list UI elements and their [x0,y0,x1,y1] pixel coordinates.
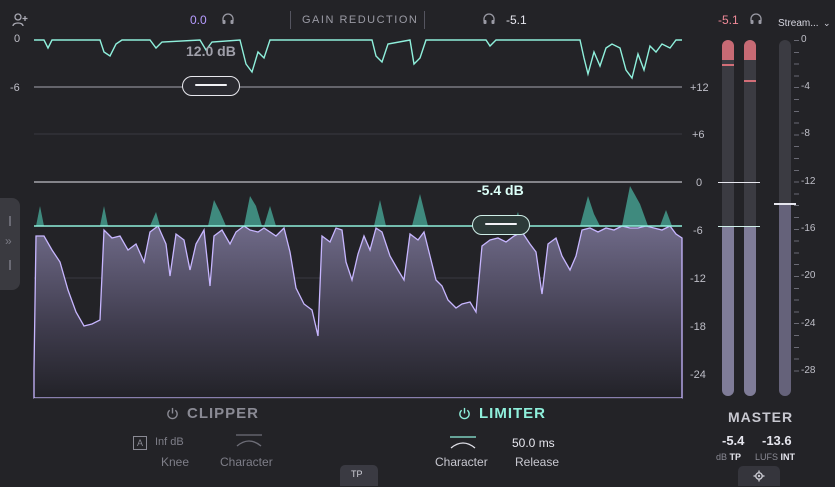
peak-hold [744,80,756,82]
meter-right-peak [744,40,756,60]
tp-button[interactable]: TP [340,465,378,486]
knee-value[interactable]: Inf dB [155,436,184,448]
master-scale-label: -12 [801,176,816,187]
headphones-icon[interactable] [749,12,763,31]
limiter-title: LIMITER [479,405,546,422]
right-scale-label: -24 [690,369,706,381]
release-label: Release [515,455,560,469]
lufs-unit: LUFS [755,452,779,462]
gear-icon [753,469,765,487]
tp-button-label: TP [351,469,363,479]
master-meter-left [722,40,734,396]
right-scale-label: 0 [696,177,703,189]
tp-unit-label: dB TP [716,452,741,462]
right-scale-label: +6 [692,129,705,141]
power-icon [166,407,179,425]
clipper-character-label: Character [220,455,273,469]
gain-reduction-graph[interactable] [0,30,700,400]
lufs-target-line [774,203,796,205]
limiter-threshold-handle[interactable] [472,215,530,235]
tp-level-line [718,226,760,227]
right-scale-label: -18 [690,321,706,333]
arc-icon[interactable] [448,434,478,455]
peak-hold [722,64,734,66]
master-scale-label: -8 [801,128,810,139]
master-title: MASTER [728,409,794,425]
power-icon [458,407,471,425]
preset-select-label: Stream... [778,18,819,29]
lufs-meter [779,40,791,396]
master-scale-label: -20 [801,270,816,281]
peak-value: -5.1 [718,13,739,27]
left-scale-label: -6 [10,82,20,94]
left-scale-label: 0 [14,33,21,45]
tp-value: -5.4 [722,433,745,448]
headphones-icon[interactable] [221,12,235,31]
chevron-down-icon: ⌄ [823,18,831,28]
tp-unit: dB [716,452,728,462]
sidebar-collapse-tab[interactable]: » [0,198,20,290]
graph-bottom-border [34,398,682,399]
grip-line [9,260,11,270]
preset-select[interactable]: Stream... ⌄ [778,13,831,31]
limited-peaks [36,186,672,226]
clipper-threshold-handle[interactable] [182,76,240,96]
gain-reduction-title: GAIN REDUCTION [302,14,419,26]
settings-button[interactable] [738,466,780,486]
grip-line [9,216,11,226]
waveform-area [33,224,683,399]
master-meter-right [744,40,756,396]
master-scale-label: -24 [801,318,816,329]
auto-badge[interactable]: A [133,436,147,450]
right-scale-label: -12 [690,273,706,285]
top-bar: 0.0 GAIN REDUCTION -5.1 -5.1 Stream... ⌄ [0,0,835,38]
divider [424,11,425,29]
tp-label: TP [729,452,742,462]
master-scale-label: -28 [801,365,816,376]
lufs-unit-label: LUFS INT [755,452,795,462]
lufs-value: -13.6 [762,433,792,448]
headphones-icon[interactable] [482,12,496,31]
divider [290,11,291,29]
input-gain-value[interactable]: 0.0 [190,13,207,27]
limiter-threshold-value: -5.4 dB [477,182,524,198]
gain-reduction-line [34,39,682,80]
knee-label: Knee [161,455,190,469]
user-plus-icon[interactable] [12,12,28,33]
meter-right-level [744,226,756,396]
lufs-level [779,204,791,396]
lufs-label: INT [780,452,796,462]
zero-marker [718,182,760,183]
right-scale-label: +12 [690,82,709,94]
clipper-threshold-value: 12.0 dB [186,43,236,59]
master-scale-label: 0 [801,34,807,45]
right-scale-label: -6 [693,225,703,237]
clipper-title: CLIPPER [187,405,260,422]
release-value[interactable]: 50.0 ms [512,436,555,450]
chevron-right-icon: » [5,234,12,248]
master-scale-ticks [794,40,799,380]
meter-left-level [722,226,734,396]
master-scale-label: -4 [801,81,810,92]
master-scale-label: -16 [801,223,816,234]
output-gain-value[interactable]: -5.1 [506,13,527,27]
meter-left-peak [722,40,734,60]
limiter-character-label: Character [435,455,488,469]
arc-icon[interactable] [234,432,264,453]
